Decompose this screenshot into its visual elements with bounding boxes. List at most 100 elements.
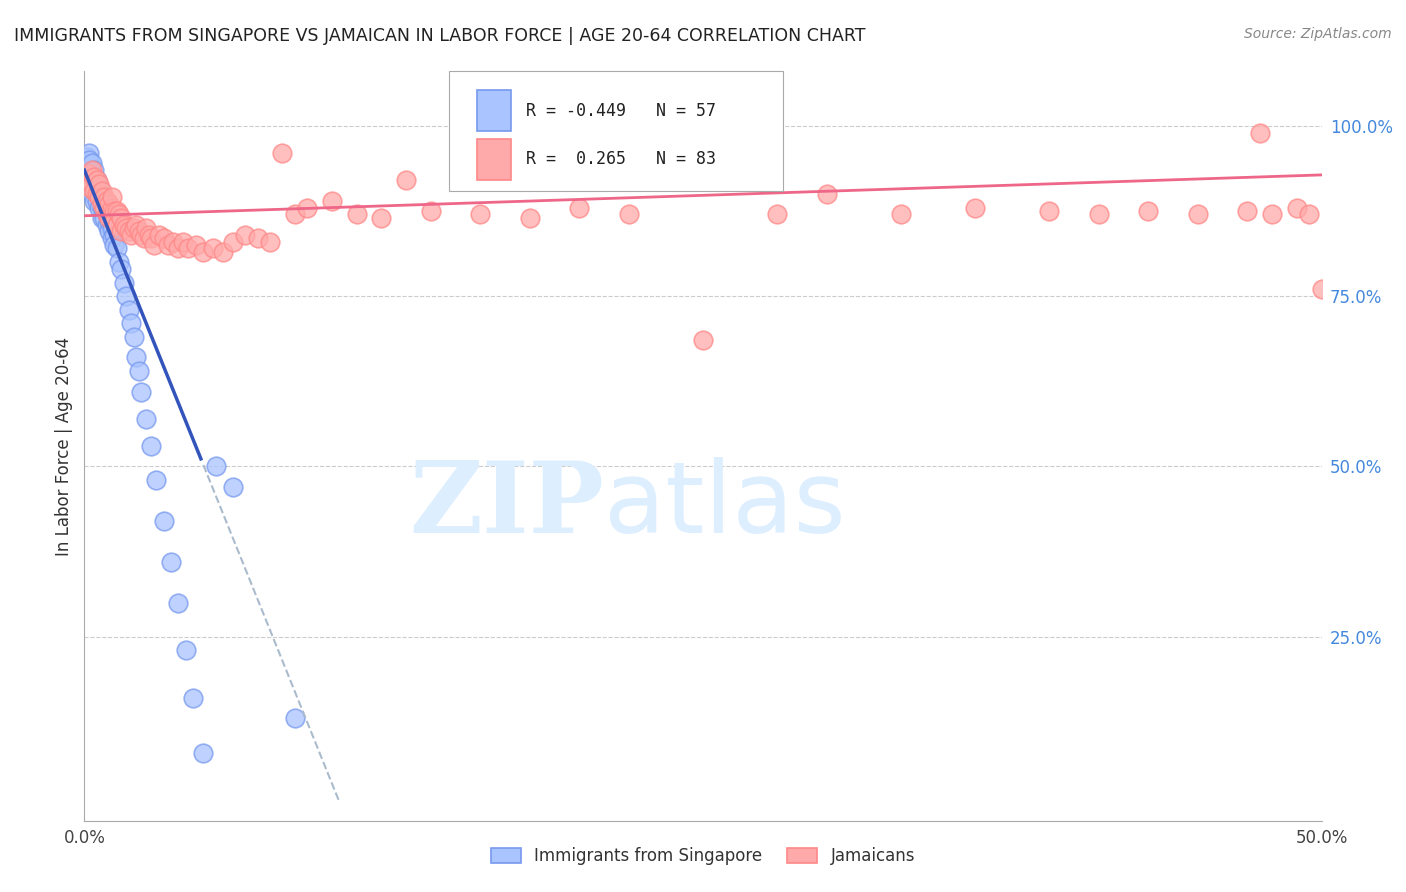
Point	[1038, 204, 1060, 219]
Point	[162, 235, 184, 249]
Point	[80, 156, 103, 170]
Point	[115, 289, 138, 303]
Point	[98, 197, 121, 211]
Point	[98, 211, 121, 225]
Point	[105, 204, 128, 219]
Point	[98, 214, 121, 228]
Point	[89, 201, 111, 215]
Point	[1298, 207, 1320, 221]
Point	[89, 190, 111, 204]
Point	[202, 242, 225, 256]
Point	[90, 190, 112, 204]
Point	[160, 555, 183, 569]
Point	[370, 211, 392, 225]
Point	[96, 207, 118, 221]
Text: IMMIGRANTS FROM SINGAPORE VS JAMAICAN IN LABOR FORCE | AGE 20-64 CORRELATION CHA: IMMIGRANTS FROM SINGAPORE VS JAMAICAN IN…	[14, 27, 866, 45]
Bar	[477, 139, 512, 180]
Point	[98, 224, 121, 238]
Point	[93, 190, 115, 204]
Point	[118, 224, 141, 238]
Point	[470, 207, 492, 221]
Point	[766, 207, 789, 221]
Point	[184, 238, 207, 252]
Point	[965, 201, 987, 215]
Point	[89, 180, 111, 194]
Point	[815, 186, 838, 201]
Point	[96, 194, 118, 208]
Point	[692, 334, 714, 348]
Legend: Immigrants from Singapore, Jamaicans: Immigrants from Singapore, Jamaicans	[491, 847, 915, 864]
Point	[112, 276, 135, 290]
Point	[122, 221, 145, 235]
Point	[295, 201, 318, 215]
Point	[174, 643, 197, 657]
Point	[83, 184, 105, 198]
Point	[110, 211, 132, 225]
Point	[138, 227, 160, 242]
Point	[83, 169, 105, 184]
Point	[135, 411, 157, 425]
Point	[96, 207, 118, 221]
Point	[103, 204, 125, 219]
Point	[128, 224, 150, 238]
Point	[167, 596, 190, 610]
Point	[1236, 204, 1258, 219]
Point	[568, 201, 591, 215]
Point	[1261, 207, 1284, 221]
Point	[129, 384, 152, 399]
Point	[86, 194, 108, 208]
Point	[76, 173, 98, 187]
Point	[93, 201, 115, 215]
Point	[86, 173, 108, 187]
Point	[152, 231, 174, 245]
Point	[142, 238, 165, 252]
Point	[212, 244, 235, 259]
Point	[177, 242, 200, 256]
Point	[86, 173, 108, 187]
Point	[112, 218, 135, 232]
Point	[157, 238, 180, 252]
Point	[145, 473, 167, 487]
Point	[141, 439, 163, 453]
Point	[222, 480, 245, 494]
Text: R =  0.265   N = 83: R = 0.265 N = 83	[526, 151, 716, 169]
Point	[129, 227, 152, 242]
Point	[90, 184, 112, 198]
Point	[93, 211, 115, 225]
Point	[80, 167, 103, 181]
Point	[284, 711, 307, 725]
Point	[1285, 201, 1308, 215]
Point	[125, 218, 148, 232]
Point	[167, 242, 190, 256]
Point	[90, 197, 112, 211]
Point	[271, 146, 294, 161]
Point	[100, 201, 122, 215]
Point	[321, 194, 343, 208]
Point	[191, 746, 214, 760]
Point	[172, 235, 194, 249]
Point	[89, 177, 111, 191]
Text: Source: ZipAtlas.com: Source: ZipAtlas.com	[1244, 27, 1392, 41]
Point	[100, 190, 122, 204]
Point	[79, 167, 101, 181]
Point	[284, 207, 307, 221]
Point	[79, 167, 101, 181]
Point	[1088, 207, 1111, 221]
Point	[617, 207, 640, 221]
Point	[222, 235, 245, 249]
Point	[103, 214, 125, 228]
Point	[152, 514, 174, 528]
Point	[79, 180, 101, 194]
Point	[76, 163, 98, 178]
Point	[395, 173, 418, 187]
Point	[1187, 207, 1209, 221]
Point	[76, 177, 98, 191]
Point	[125, 351, 148, 365]
Point	[141, 231, 163, 245]
Point	[89, 190, 111, 204]
Point	[96, 218, 118, 232]
Text: R = -0.449   N = 57: R = -0.449 N = 57	[526, 102, 716, 120]
Point	[90, 201, 112, 215]
Point	[191, 244, 214, 259]
Point	[128, 364, 150, 378]
